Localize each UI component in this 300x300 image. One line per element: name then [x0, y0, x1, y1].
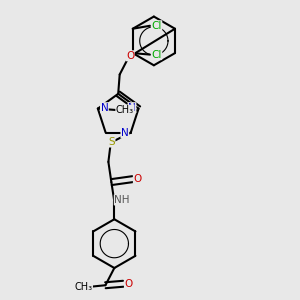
Text: O: O [126, 51, 134, 61]
Text: Cl: Cl [151, 50, 162, 60]
Text: CH₃: CH₃ [116, 105, 134, 115]
Text: NH: NH [114, 195, 130, 205]
Text: N: N [128, 103, 136, 113]
Text: O: O [124, 279, 133, 289]
Text: N: N [121, 128, 129, 138]
Text: O: O [134, 174, 142, 184]
Text: S: S [108, 137, 115, 147]
Text: CH₃: CH₃ [74, 282, 92, 292]
Text: Cl: Cl [151, 21, 162, 31]
Text: N: N [100, 103, 108, 113]
